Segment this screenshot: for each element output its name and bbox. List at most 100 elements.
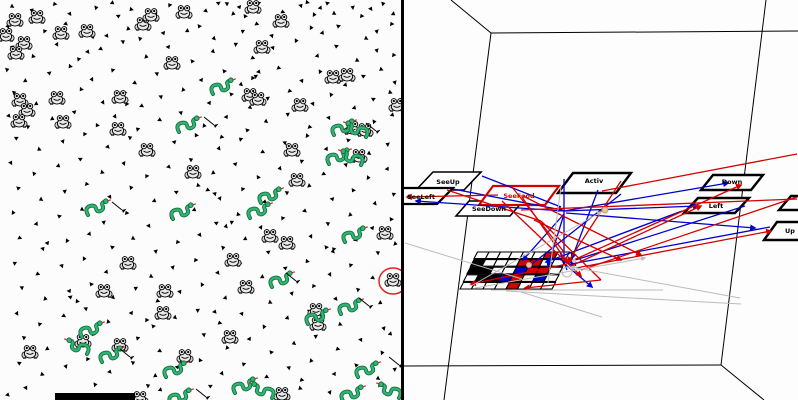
frog-sprite[interactable] xyxy=(272,14,290,28)
fly-sprite xyxy=(201,333,206,338)
frog-sprite[interactable] xyxy=(388,98,401,112)
frog-sprite[interactable] xyxy=(156,284,174,298)
snake-tongue-icon xyxy=(107,199,111,202)
snake-sprite[interactable] xyxy=(257,186,284,205)
fly-sprite xyxy=(263,118,269,124)
frog-sprite[interactable] xyxy=(78,24,96,38)
frog-sprite[interactable] xyxy=(175,5,193,19)
frog-pupil-icon xyxy=(388,274,391,278)
frog-mouth-icon xyxy=(229,260,237,263)
snake-sprite[interactable] xyxy=(78,320,105,339)
frog-pupil-icon xyxy=(115,339,118,343)
snake-sprite[interactable] xyxy=(249,381,276,400)
snake-sprite[interactable] xyxy=(268,270,295,289)
snake-sprite[interactable] xyxy=(339,384,366,400)
snake-sprite[interactable] xyxy=(341,225,368,244)
fly-sprite xyxy=(299,78,304,84)
fly-sprite xyxy=(177,289,182,295)
frog-sprite[interactable] xyxy=(163,56,181,70)
direction-marker-icon xyxy=(388,356,401,368)
frog-sprite[interactable] xyxy=(237,280,255,294)
fly-sprite xyxy=(130,360,136,366)
frog-sprite[interactable] xyxy=(283,143,301,157)
frog-mouth-icon xyxy=(288,150,296,153)
snake-sprite[interactable] xyxy=(343,120,370,139)
marker-head-icon xyxy=(122,208,127,213)
snake-sprite[interactable] xyxy=(338,148,365,167)
frog-sprite[interactable] xyxy=(28,10,46,24)
snake-sprite[interactable] xyxy=(169,202,196,221)
snake-sprite[interactable] xyxy=(304,307,331,326)
frog-sprite[interactable] xyxy=(176,349,194,363)
neuron-label-up: Up xyxy=(785,227,795,235)
frog-sprite[interactable] xyxy=(52,26,70,40)
frog-sprite[interactable] xyxy=(278,236,296,250)
frog-sprite[interactable] xyxy=(376,226,394,240)
frog-sprite[interactable] xyxy=(95,284,113,298)
fly-sprite xyxy=(83,307,88,312)
marker-head-icon xyxy=(369,304,374,309)
frog-sprite[interactable] xyxy=(273,387,291,400)
frog-sprite[interactable] xyxy=(10,114,28,128)
frog-sprite[interactable] xyxy=(261,229,279,243)
frog-sprite[interactable] xyxy=(288,173,306,187)
frog-pupil-icon xyxy=(272,230,275,234)
snake-sprite[interactable] xyxy=(246,201,273,220)
fly-sprite xyxy=(355,57,360,62)
world-view-panel[interactable] xyxy=(0,0,401,400)
frog-sprite[interactable] xyxy=(0,28,15,42)
fly-sprite xyxy=(112,113,117,119)
snake-head-icon xyxy=(188,202,194,208)
snake-sprite[interactable] xyxy=(209,77,236,96)
frog-sprite[interactable] xyxy=(48,91,66,105)
snake-sprite[interactable] xyxy=(325,147,352,166)
frog-pupil-icon xyxy=(295,99,298,103)
fly-sprite xyxy=(145,317,150,323)
frog-pupil-icon xyxy=(342,69,345,73)
world-canvas[interactable] xyxy=(0,0,401,400)
snake-sprite[interactable] xyxy=(162,360,189,379)
frog-sprite[interactable] xyxy=(21,345,39,359)
fly-sprite xyxy=(40,371,45,376)
fly-sprite xyxy=(14,310,19,316)
fly-sprite xyxy=(335,346,341,351)
frog-pupil-icon xyxy=(349,69,352,73)
snake-sprite[interactable] xyxy=(337,297,364,316)
frog-mouth-icon xyxy=(11,20,19,23)
frog-sprite[interactable] xyxy=(138,143,156,157)
frog-sprite[interactable] xyxy=(111,90,129,104)
frog-sprite[interactable] xyxy=(221,330,239,344)
frog-sprite[interactable] xyxy=(224,253,242,267)
frog-pupil-icon xyxy=(235,254,238,258)
frog-sprite[interactable] xyxy=(119,256,137,270)
snake-sprite[interactable] xyxy=(376,381,401,400)
frog-sprite[interactable] xyxy=(184,165,202,179)
marker-head-icon xyxy=(296,279,301,284)
frog-sprite[interactable] xyxy=(338,68,356,82)
fly-sprite xyxy=(157,117,163,122)
frog-mouth-icon xyxy=(258,47,266,50)
snake-sprite[interactable] xyxy=(354,360,381,379)
snake-sprite[interactable] xyxy=(64,337,91,356)
frog-sprite[interactable] xyxy=(6,13,24,27)
frog-sprite[interactable] xyxy=(54,115,72,129)
frog-sprite[interactable] xyxy=(384,273,401,287)
snake-sprite[interactable] xyxy=(175,115,202,134)
fly-sprite xyxy=(307,124,313,129)
fly-sprite xyxy=(369,225,375,231)
frog-sprite[interactable] xyxy=(291,98,309,112)
frog-sprite[interactable] xyxy=(142,8,160,22)
snake-sprite[interactable] xyxy=(84,198,111,217)
snake-body-icon xyxy=(326,149,348,166)
frog-sprite[interactable] xyxy=(7,46,25,60)
frog-sprite[interactable] xyxy=(249,92,267,106)
snake-sprite[interactable] xyxy=(98,345,125,364)
fly-sprite xyxy=(43,29,48,34)
connection-edge-red xyxy=(523,279,602,291)
fly-sprite xyxy=(171,140,177,145)
snake-sprite[interactable] xyxy=(167,387,194,400)
frog-sprite[interactable] xyxy=(154,306,172,320)
frog-sprite[interactable] xyxy=(109,122,127,136)
frog-sprite[interactable] xyxy=(253,40,271,54)
frog-sprite[interactable] xyxy=(244,0,262,14)
